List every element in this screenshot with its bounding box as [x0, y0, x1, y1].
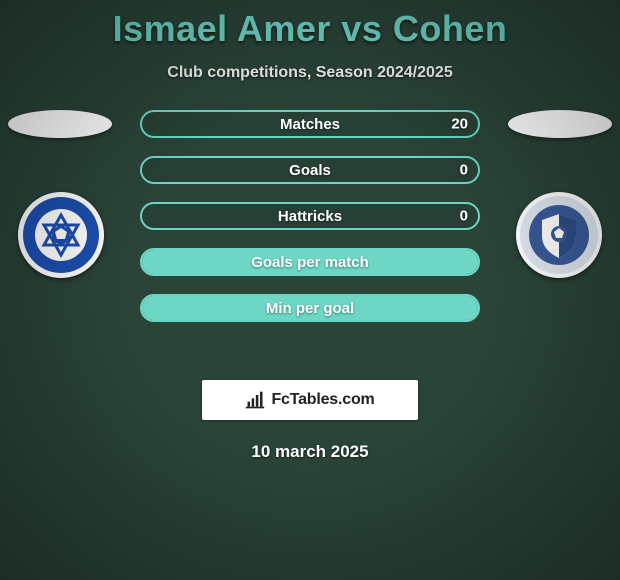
stat-label: Min per goal	[266, 300, 354, 317]
club-badge-left	[18, 192, 104, 278]
player-right-photo	[508, 110, 612, 138]
player-left-photo	[8, 110, 112, 138]
comparison-stage: Matches 20 Goals 0 Hattricks 0 Goals per…	[0, 110, 620, 360]
stat-label: Hattricks	[278, 208, 342, 225]
watermark[interactable]: FcTables.com	[202, 380, 418, 420]
stat-row-goals: Goals 0	[140, 156, 480, 184]
subtitle: Club competitions, Season 2024/2025	[0, 64, 620, 82]
stat-row-matches: Matches 20	[140, 110, 480, 138]
date-text: 10 march 2025	[0, 442, 620, 462]
stat-right-value: 0	[460, 162, 468, 179]
club-badge-right	[516, 192, 602, 278]
stat-label: Matches	[280, 116, 340, 133]
stat-right-value: 0	[460, 208, 468, 225]
watermark-text: FcTables.com	[271, 391, 374, 409]
maccabi-petach-tikva-icon	[18, 192, 104, 278]
bar-chart-icon	[245, 390, 265, 410]
stat-row-goals-per-match: Goals per match	[140, 248, 480, 276]
stat-pill-list: Matches 20 Goals 0 Hattricks 0 Goals per…	[140, 110, 480, 322]
stat-right-value: 20	[451, 116, 468, 133]
kiryat-shmona-icon	[516, 192, 602, 278]
stat-row-min-per-goal: Min per goal	[140, 294, 480, 322]
stat-label: Goals	[289, 162, 331, 179]
page-title: Ismael Amer vs Cohen	[0, 0, 620, 50]
stat-label: Goals per match	[251, 254, 369, 271]
stat-row-hattricks: Hattricks 0	[140, 202, 480, 230]
